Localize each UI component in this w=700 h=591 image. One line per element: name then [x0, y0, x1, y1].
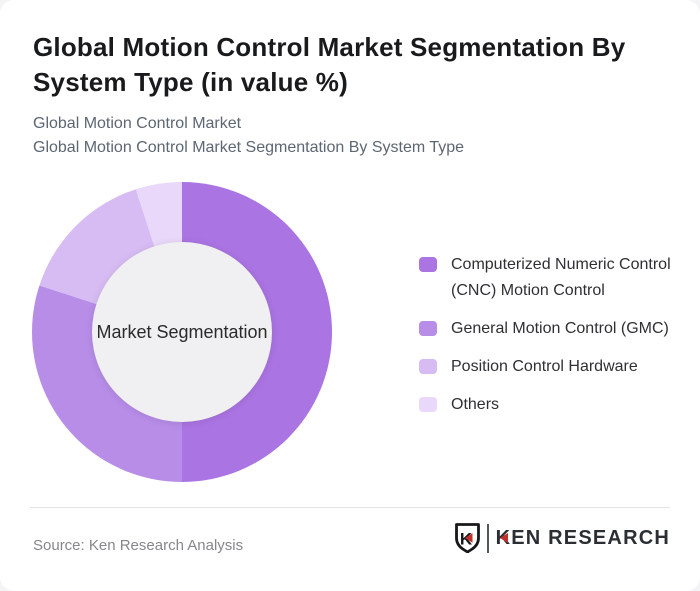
footer-divider — [30, 507, 670, 508]
legend-item-cnc: Computerized Numeric Control (CNC) Motio… — [419, 252, 700, 304]
legend-label-position-control: Position Control Hardware — [451, 358, 638, 375]
subtitle-line-1: Global Motion Control Market — [33, 115, 242, 132]
legend-swatch-gmc-icon — [419, 321, 437, 336]
legend-label-others: Others — [451, 396, 500, 413]
source-text: Source: Ken Research Analysis — [33, 537, 244, 554]
logo-divider-bar — [486, 523, 489, 553]
donut-hole: Market Segmentation — [92, 242, 272, 422]
subtitle-line-2: Global Motion Control Market Segmentatio… — [33, 139, 465, 156]
legend-item-others: Others — [419, 392, 700, 418]
chart-legend: Computerized Numeric Control (CNC) Motio… — [419, 252, 700, 418]
legend-label-gmc: General Motion Control (GMC) — [451, 320, 669, 337]
legend-swatch-others-icon — [419, 397, 437, 412]
shield-red-triangle-icon — [464, 533, 473, 543]
ken-research-logo: K KEN RESEARCH — [454, 521, 670, 555]
svg-text:K: K — [459, 530, 472, 549]
ken-k-red-triangle-icon — [500, 533, 509, 543]
legend-swatch-cnc-icon — [419, 257, 437, 272]
page-title-line-2: System Type (in value %) — [33, 67, 348, 97]
chart-subtitle: Global Motion Control Market Global Moti… — [33, 112, 464, 160]
logo-text: KEN RESEARCH — [495, 526, 670, 549]
legend-label-cnc: Computerized Numeric Control (CNC) Motio… — [451, 256, 671, 299]
donut-chart: Market Segmentation — [32, 182, 332, 482]
ken-research-shield-icon: K — [454, 523, 480, 553]
legend-item-position-control: Position Control Hardware — [419, 354, 700, 380]
logo-text-wrap: KEN RESEARCH — [496, 527, 670, 550]
page-title: Global Motion Control Market Segmentatio… — [33, 30, 625, 100]
legend-item-gmc: General Motion Control (GMC) — [419, 316, 700, 342]
donut-center-label: Market Segmentation — [96, 321, 268, 342]
page-title-line-1: Global Motion Control Market Segmentatio… — [33, 32, 626, 62]
legend-swatch-position-control-icon — [419, 359, 437, 374]
